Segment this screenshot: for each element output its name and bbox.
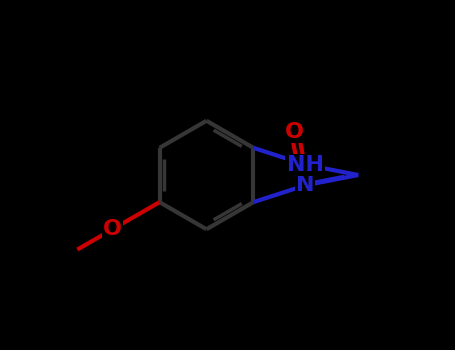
Text: O: O (285, 122, 304, 142)
Text: O: O (103, 219, 122, 239)
Text: N: N (296, 175, 314, 195)
Text: NH: NH (287, 155, 324, 175)
